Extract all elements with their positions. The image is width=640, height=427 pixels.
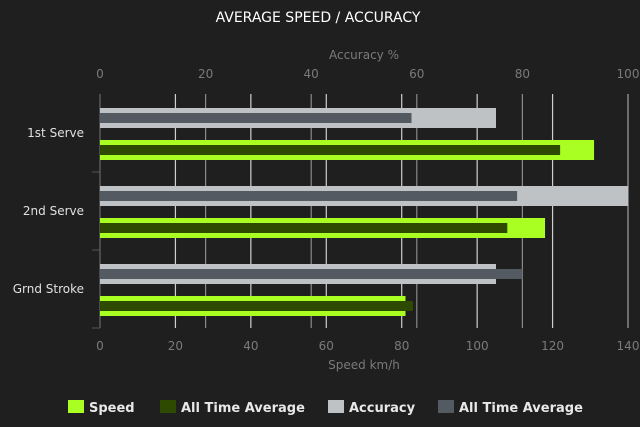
accuracy-average-bar bbox=[100, 269, 523, 279]
accuracy-tick-label: 60 bbox=[409, 67, 424, 81]
legend-item-label: All Time Average bbox=[181, 401, 305, 416]
legend-item-label: Speed bbox=[89, 401, 135, 416]
legend-item-label: All Time Average bbox=[459, 401, 583, 416]
speed-average-bar bbox=[100, 145, 561, 155]
legend-swatch bbox=[328, 400, 344, 413]
speed-average-bar bbox=[100, 223, 508, 233]
speed-tick-label: 60 bbox=[319, 339, 334, 353]
top-axis-label: Accuracy % bbox=[329, 48, 399, 62]
speed-tick-label: 0 bbox=[96, 339, 104, 353]
speed-tick-label: 40 bbox=[243, 339, 258, 353]
speed-average-bar bbox=[100, 301, 414, 311]
accuracy-tick-label: 80 bbox=[515, 67, 530, 81]
accuracy-average-bar bbox=[100, 191, 518, 201]
chart-title: AVERAGE SPEED / ACCURACY bbox=[216, 10, 421, 26]
category-label: 1st Serve bbox=[27, 126, 84, 140]
bottom-axis-label: Speed km/h bbox=[328, 358, 400, 372]
accuracy-tick-label: 100 bbox=[617, 67, 640, 81]
category-label: 2nd Serve bbox=[23, 204, 84, 218]
speed-tick-label: 20 bbox=[168, 339, 183, 353]
speed-tick-label: 120 bbox=[541, 339, 564, 353]
legend-swatch bbox=[68, 400, 84, 413]
accuracy-average-bar bbox=[100, 113, 412, 123]
accuracy-tick-label: 20 bbox=[198, 67, 213, 81]
legend-swatch bbox=[160, 400, 176, 413]
accuracy-tick-label: 40 bbox=[304, 67, 319, 81]
accuracy-tick-label: 0 bbox=[96, 67, 104, 81]
speed-tick-label: 80 bbox=[394, 339, 409, 353]
speed-tick-label: 100 bbox=[466, 339, 489, 353]
legend-swatch bbox=[438, 400, 454, 413]
speed-tick-label: 140 bbox=[617, 339, 640, 353]
category-label: Grnd Stroke bbox=[13, 282, 84, 296]
legend-item-label: Accuracy bbox=[349, 401, 416, 416]
